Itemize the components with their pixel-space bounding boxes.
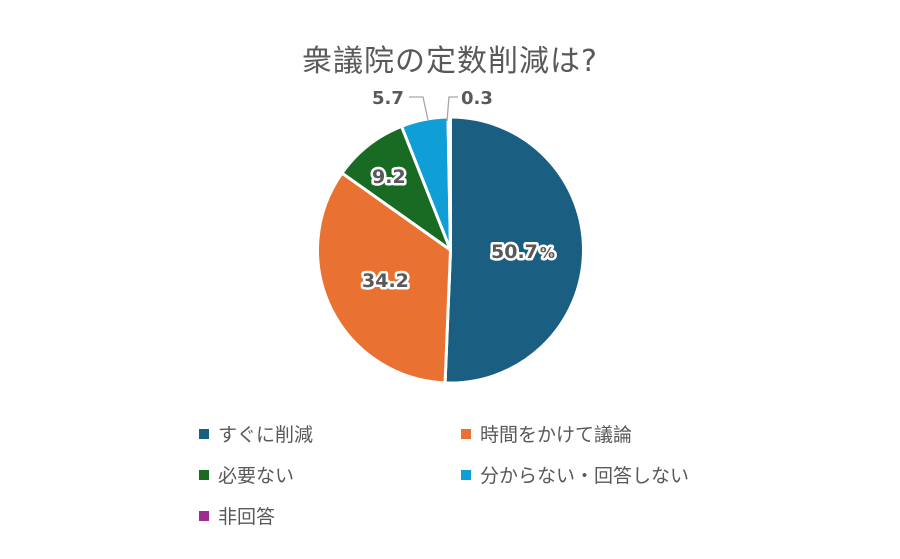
leader-line-0-3 bbox=[446, 96, 458, 122]
pie-slice-0 bbox=[443, 115, 585, 385]
legend-swatch bbox=[461, 428, 471, 439]
data-label-50-7: 50.7% bbox=[491, 241, 555, 263]
legend-item-wakaranai: 分からない・回答しない bbox=[461, 461, 689, 488]
legend-label: 分からない・回答しない bbox=[480, 465, 690, 487]
legend-label: すぐに削減 bbox=[218, 424, 314, 446]
chart-title: 衆議院の定数削減は? bbox=[302, 44, 598, 79]
data-label-9-2: 9.2 bbox=[372, 166, 406, 188]
pie-slice-4 bbox=[446, 115, 452, 252]
legend-label: 必要ない bbox=[218, 465, 295, 487]
legend-label: 非回答 bbox=[218, 506, 276, 528]
legend-swatch bbox=[199, 428, 209, 439]
legend-item-hitsuyou-nai: 必要ない bbox=[199, 461, 294, 488]
legend-item-hi-kaitou: 非回答 bbox=[199, 502, 275, 529]
legend-item-jikan-wo-kakete-giron: 時間をかけて議論 bbox=[461, 420, 632, 447]
legend-swatch bbox=[461, 469, 471, 480]
leader-line-5-7 bbox=[409, 96, 429, 121]
legend-label: 時間をかけて議論 bbox=[480, 424, 633, 446]
pie-slices bbox=[316, 115, 585, 385]
legend-item-sugu-ni-sakugen: すぐに削減 bbox=[199, 420, 313, 447]
legend-swatch bbox=[199, 510, 209, 521]
data-label-34-2: 34.2 bbox=[362, 270, 409, 292]
data-label-5-7: 5.7 bbox=[372, 88, 404, 109]
legend-swatch bbox=[199, 469, 209, 480]
pie-slice-1 bbox=[316, 171, 452, 385]
data-label-0-3: 0.3 bbox=[461, 88, 493, 109]
